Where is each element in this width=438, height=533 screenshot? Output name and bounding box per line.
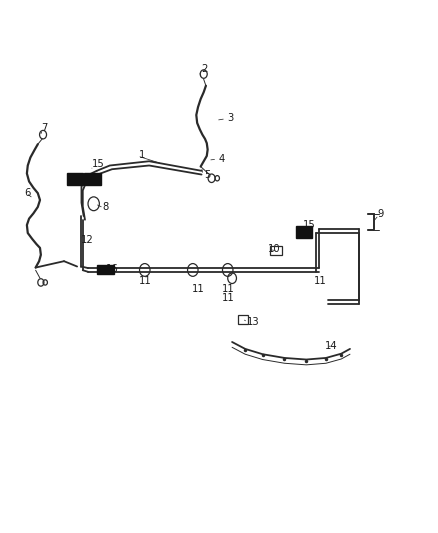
FancyBboxPatch shape bbox=[97, 265, 114, 274]
Text: 8: 8 bbox=[102, 203, 109, 213]
FancyBboxPatch shape bbox=[296, 226, 312, 238]
Text: 7: 7 bbox=[41, 123, 48, 133]
Text: 11: 11 bbox=[139, 276, 152, 286]
Text: 11: 11 bbox=[314, 276, 326, 286]
Text: 11: 11 bbox=[222, 284, 235, 294]
Text: 15: 15 bbox=[303, 220, 316, 230]
Text: 11: 11 bbox=[222, 293, 235, 303]
FancyBboxPatch shape bbox=[67, 173, 83, 184]
Text: 5: 5 bbox=[204, 169, 210, 180]
Text: 3: 3 bbox=[227, 112, 233, 123]
Text: 6: 6 bbox=[25, 188, 31, 198]
Text: 15: 15 bbox=[92, 159, 104, 169]
Text: 12: 12 bbox=[81, 235, 94, 245]
Text: 11: 11 bbox=[191, 284, 204, 294]
Text: 4: 4 bbox=[218, 154, 224, 164]
Text: 9: 9 bbox=[378, 209, 384, 220]
Text: 2: 2 bbox=[201, 64, 208, 74]
Text: 14: 14 bbox=[325, 341, 338, 351]
Text: 13: 13 bbox=[247, 317, 259, 327]
Bar bbox=[238, 315, 248, 325]
FancyBboxPatch shape bbox=[84, 173, 101, 184]
Text: 16: 16 bbox=[106, 264, 119, 274]
Text: 10: 10 bbox=[268, 244, 281, 254]
Text: 1: 1 bbox=[139, 150, 145, 160]
Bar bbox=[270, 246, 282, 255]
